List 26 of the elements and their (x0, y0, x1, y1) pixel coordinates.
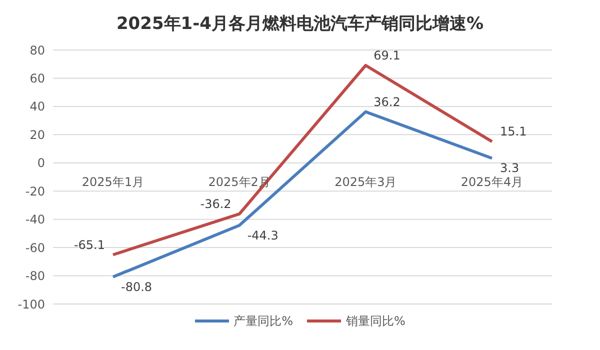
y-tick-label: -60 (25, 240, 45, 255)
y-tick-label: 20 (30, 128, 45, 142)
line-series (112, 64, 494, 256)
data-label: 15.1 (500, 124, 527, 139)
data-label: 3.3 (500, 161, 520, 176)
legend-label: 产量同比% (234, 312, 293, 330)
line-series (112, 110, 494, 278)
y-tick-label: -40 (25, 212, 45, 227)
data-label: 69.1 (374, 48, 400, 62)
x-tick-label: 2025年3月 (334, 174, 397, 189)
data-label: -36.2 (200, 196, 232, 211)
data-label: 36.2 (374, 94, 400, 109)
y-tick-label: -80 (25, 269, 45, 284)
y-tick-label: -100 (18, 297, 45, 312)
x-tick-label: 2025年1月 (82, 174, 144, 189)
y-tick-label: 80 (30, 43, 45, 58)
data-label: -65.1 (74, 238, 105, 252)
y-tick-label: 60 (30, 71, 45, 86)
legend-label: 销量同比% (346, 312, 406, 330)
chart-title: 2025年1-4月各月燃料电池汽车产销同比增速% (115, 13, 485, 36)
data-label: -80.8 (121, 280, 152, 294)
data-label: -44.3 (247, 228, 278, 242)
y-tick-label: 40 (30, 100, 45, 114)
y-tick-label: -20 (25, 184, 45, 198)
y-tick-label: 0 (37, 156, 45, 170)
x-tick-label: 2025年4月 (460, 174, 524, 189)
